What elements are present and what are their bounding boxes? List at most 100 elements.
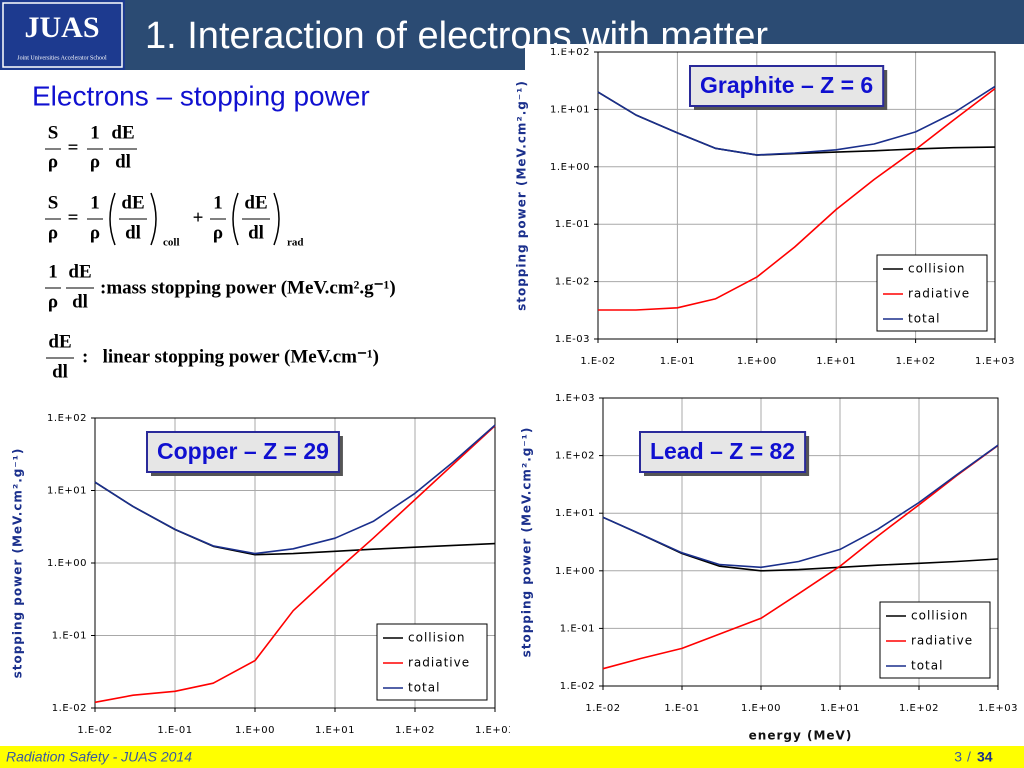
annotation-box <box>689 65 885 107</box>
series-line <box>94 424 496 555</box>
y-tick-label: 1.E+02 <box>47 413 87 424</box>
x-tick-label: 1.E+03 <box>978 703 1018 714</box>
formula-term: dl <box>52 361 68 382</box>
annotation-box <box>146 431 340 473</box>
formula-term: = <box>68 207 79 228</box>
formula-text: :mass stopping power (MeV.cm².g⁻¹) <box>100 277 396 298</box>
legend-label: collision <box>908 262 965 276</box>
legend-label: radiative <box>911 634 973 648</box>
y-tick-label: 1.E+02 <box>555 451 595 462</box>
formula-term: ρ <box>90 222 100 243</box>
paren <box>109 192 116 246</box>
formula-term: ρ <box>48 222 58 243</box>
y-tick-label: 1.E+02 <box>550 47 590 58</box>
x-tick-label: 1.E+00 <box>741 703 781 714</box>
chart: 1.E-02 1.E-01 1.E+00 1.E+01 1.E+02 1.E+03 1.E-… <box>510 380 1024 746</box>
legend-label: total <box>408 681 440 695</box>
formula-term: ρ <box>213 222 223 243</box>
formula-term: ρ <box>48 291 58 312</box>
formula-term: dl <box>125 222 141 243</box>
formula-term: 1 <box>48 261 58 282</box>
formula-term: dl <box>72 291 88 312</box>
subtitle: Electrons – stopping power <box>32 80 370 111</box>
paren <box>232 192 239 246</box>
x-tick-label: 1.E+00 <box>235 725 275 736</box>
x-tick-label: 1.E+02 <box>395 725 435 736</box>
x-tick-label: 1.E+03 <box>475 725 515 736</box>
y-axis-title: stopping power (MeV.cm².g⁻¹) <box>515 80 529 311</box>
formula-subscript: coll <box>163 237 180 249</box>
paren <box>273 192 280 246</box>
logo-box <box>0 0 125 70</box>
x-tick-label: 1.E+01 <box>315 725 355 736</box>
chart: 1.E-03 1.E-02 1.E-01 1.E+00 1.E+01 1.E+02 1.E-… <box>510 44 1024 404</box>
logo-frame <box>2 2 123 68</box>
legend-label: collision <box>408 631 465 645</box>
formula: dE dl : linear stopping power (MeV.cm⁻¹) <box>46 331 379 382</box>
header-band-left <box>125 44 525 70</box>
footer-text: Radiation Safety - JUAS 2014 <box>6 749 192 765</box>
x-tick-label: 1.E-02 <box>77 725 112 736</box>
footer-band <box>0 746 1024 768</box>
formula-term: ρ <box>48 151 58 172</box>
header-band <box>125 0 1024 44</box>
formula-term: dE <box>48 331 71 352</box>
formula: 1 ρ dE dl :mass stopping power (MeV.cm².… <box>45 261 396 312</box>
y-tick-label: 1.E+00 <box>555 566 595 577</box>
formula-term: dE <box>111 122 134 143</box>
formula-term: dl <box>248 222 264 243</box>
y-tick-label: 1.E+00 <box>550 162 590 173</box>
chart-annotation: Copper – Z = 29 <box>157 438 329 464</box>
legend-label: collision <box>911 609 968 623</box>
x-tick-label: 1.E-02 <box>580 356 615 367</box>
x-tick-label: 1.E+03 <box>975 356 1015 367</box>
paren <box>150 192 157 246</box>
series-line <box>94 425 496 704</box>
y-tick-label: 1.E-01 <box>560 623 595 634</box>
y-tick-label: 1.E+01 <box>47 486 87 497</box>
slide-title: 1. Interaction of electrons with matter <box>145 15 768 57</box>
x-tick-label: 1.E-01 <box>660 356 695 367</box>
formula: S ρ = 1 ρ dE dl <box>45 122 137 172</box>
series-line <box>597 85 996 156</box>
chart-annotation: Graphite – Z = 6 <box>700 72 873 98</box>
y-tick-label: 1.E-01 <box>52 631 87 642</box>
series-line <box>598 87 996 311</box>
y-tick-label: 1.E-02 <box>555 277 590 288</box>
y-tick-label: 1.E-03 <box>555 334 590 345</box>
formula-term: dE <box>121 192 144 213</box>
logo-subtitle: Joint Universities Accelerator School <box>17 55 107 61</box>
formula-term: 1 <box>90 192 100 213</box>
legend-box <box>876 254 988 332</box>
legend-label: total <box>911 659 943 673</box>
formula-term: + <box>193 207 204 228</box>
annotation-box <box>639 431 807 473</box>
formula-text: : linear stopping power (MeV.cm⁻¹) <box>82 346 379 367</box>
y-axis-title: stopping power (MeV.cm².g⁻¹) <box>520 427 534 658</box>
legend-label: radiative <box>908 287 970 301</box>
formula-term: dE <box>68 261 91 282</box>
y-tick-label: 1.E-01 <box>555 219 590 230</box>
x-tick-label: 1.E-01 <box>664 703 699 714</box>
y-tick-label: 1.E-02 <box>52 703 87 714</box>
y-axis-title: stopping power (MeV.cm².g⁻¹) <box>11 448 25 679</box>
formula-term: 1 <box>90 122 100 143</box>
x-tick-label: 1.E+02 <box>899 703 939 714</box>
plot-frame <box>597 51 996 340</box>
legend-label: total <box>908 312 940 326</box>
formula-term: 1 <box>213 192 223 213</box>
formula-term: = <box>68 137 79 158</box>
x-tick-label: 1.E+02 <box>896 356 936 367</box>
x-tick-label: 1.E+01 <box>816 356 856 367</box>
plot-frame <box>94 417 496 709</box>
page-number: 3 <box>954 749 962 765</box>
y-tick-label: 1.E+03 <box>555 393 595 404</box>
logo: JUAS <box>24 11 99 44</box>
charts: 1.E-03 1.E-02 1.E-01 1.E+00 1.E+01 1.E+02 1.E-… <box>0 44 1024 764</box>
formula: S ρ = 1 ρ dE dl coll + 1 ρ dE dl rad <box>45 192 304 249</box>
page-separator: / <box>967 749 971 765</box>
x-tick-label: 1.E+01 <box>820 703 860 714</box>
series-line <box>602 444 999 670</box>
